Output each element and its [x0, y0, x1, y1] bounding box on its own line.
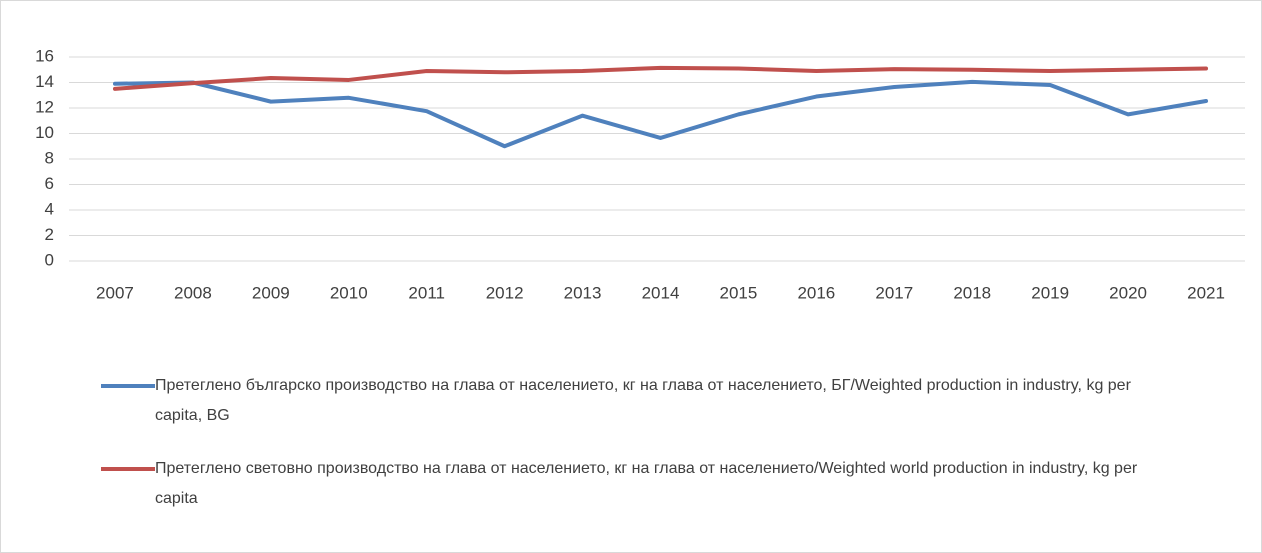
x-tick-label: 2012: [486, 283, 524, 302]
x-tick-label: 2013: [564, 283, 602, 302]
legend-label: Претеглено българско производство на гла…: [155, 377, 1131, 424]
x-tick-label: 2018: [953, 283, 991, 302]
plot-area: 0 2 4 6 8 10 12 14 16 2007 2008 2009 2010 2011 2012 201…: [35, 46, 1245, 302]
x-tick-label: 2008: [174, 283, 212, 302]
legend-swatch: [101, 384, 155, 388]
series-line: [112, 65, 1209, 91]
x-tick-label: 2010: [330, 283, 368, 302]
x-tick-label: 2009: [252, 283, 290, 302]
y-tick-label: 2: [45, 225, 54, 244]
y-tick-label: 10: [35, 123, 54, 142]
series-line: [112, 79, 1209, 149]
legend-label: Претеглено световно производство на глав…: [155, 460, 1138, 507]
x-tick-label: 2021: [1187, 283, 1225, 302]
y-tick-label: 6: [45, 174, 54, 193]
y-tick-label: 16: [35, 46, 54, 65]
legend-entry: Претеглено българско производство на гла…: [101, 371, 1181, 431]
y-tick-label: 8: [45, 148, 54, 167]
x-tick-label: 2017: [875, 283, 913, 302]
x-tick-label: 2015: [720, 283, 758, 302]
y-tick-label: 0: [45, 250, 54, 269]
x-tick-label: 2014: [642, 283, 680, 302]
x-tick-label: 2011: [408, 283, 445, 302]
x-tick-label: 2020: [1109, 283, 1147, 302]
x-tick-label: 2016: [797, 283, 835, 302]
legend-swatch: [101, 467, 155, 471]
y-tick-label: 12: [35, 97, 54, 116]
y-tick-label: 4: [45, 199, 54, 218]
x-tick-label: 2019: [1031, 283, 1069, 302]
x-tick-label: 2007: [96, 283, 134, 302]
legend-entry: Претеглено световно производство на глав…: [101, 454, 1181, 514]
y-tick-label: 14: [35, 72, 54, 91]
